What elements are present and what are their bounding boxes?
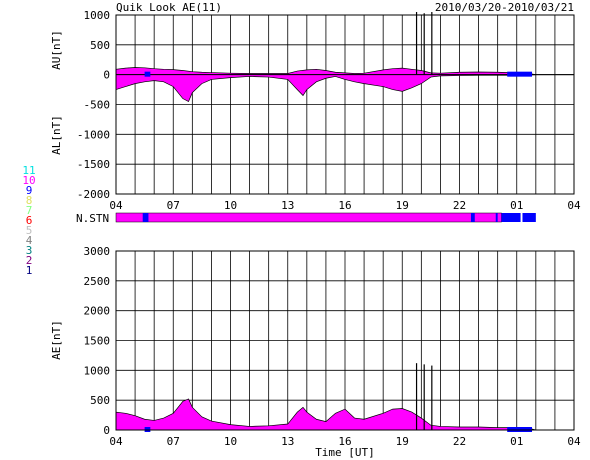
y-tick-label: -500: [84, 99, 111, 112]
x-tick-label: 01: [510, 199, 523, 212]
panel-frame: [115, 250, 575, 431]
y-tick-label: -1500: [77, 158, 110, 171]
station-legend-item: 6: [26, 214, 33, 227]
x-tick-label: 19: [396, 435, 409, 448]
y-tick-label: 2000: [84, 305, 111, 318]
x-tick-label: 13: [281, 435, 294, 448]
station-legend-item: 3: [26, 244, 33, 257]
x-tick-label: 01: [510, 435, 523, 448]
x-tick-label: 04: [567, 435, 581, 448]
blue-segment: [144, 71, 151, 77]
x-tick-label: 22: [453, 435, 466, 448]
x-tick-label: 04: [567, 199, 581, 212]
ae-axis-label: AE[nT]: [50, 320, 63, 360]
y-tick-label: 1000: [84, 9, 111, 22]
x-tick-label: 19: [396, 199, 409, 212]
x-tick-label: 13: [281, 199, 294, 212]
y-tick-label: 2500: [84, 275, 111, 288]
au-axis-label: AU[nT]: [50, 30, 63, 70]
x-tick-label: 10: [224, 435, 237, 448]
x-tick-label: 16: [338, 199, 351, 212]
x-tick-label: 07: [167, 199, 180, 212]
ae-series-area: [115, 398, 536, 431]
y-tick-label: 3000: [84, 245, 111, 258]
x-tick-label: 16: [338, 435, 351, 448]
y-tick-label: 500: [90, 39, 110, 52]
station-legend-item: 8: [26, 194, 33, 207]
stn-label: N.STN: [76, 212, 109, 225]
chart-title: Quik Look AE(11): [116, 1, 222, 14]
station-legend-item: 1: [26, 264, 33, 277]
y-tick-label: 0: [103, 424, 110, 437]
y-tick-label: -1000: [77, 128, 110, 141]
station-legend-item: 9: [26, 184, 33, 197]
date-range: 2010/03/20-2010/03/21: [435, 1, 574, 14]
stn-bar-blue: [495, 213, 498, 222]
station-legend-item: 4: [26, 234, 33, 247]
x-tick-label: 04: [109, 435, 123, 448]
station-legend-item: 10: [22, 174, 35, 187]
stn-bar-blue: [522, 213, 536, 222]
stn-bar-blue: [142, 213, 149, 222]
y-tick-label: -2000: [77, 188, 110, 201]
station-count-bar: [115, 212, 536, 223]
al-axis-label: AL[nT]: [50, 115, 63, 155]
stn-bar-blue: [501, 213, 521, 222]
station-legend-item: 2: [26, 254, 33, 267]
au-series-area: [115, 67, 536, 76]
x-axis-title: Time [UT]: [315, 446, 375, 459]
y-tick-label: 0: [103, 69, 110, 82]
y-tick-label: 500: [90, 394, 110, 407]
al-series-area: [115, 74, 536, 103]
stn-bar-blue: [470, 213, 475, 222]
y-tick-label: 1000: [84, 364, 111, 377]
station-legend-item: 11: [22, 164, 35, 177]
stn-bar-main: [115, 212, 502, 223]
y-tick-label: 1500: [84, 335, 111, 348]
station-legend-item: 7: [26, 204, 33, 217]
blue-segment: [507, 71, 533, 77]
x-tick-label: 07: [167, 435, 180, 448]
panel-frame: [115, 14, 575, 195]
station-legend-item: 5: [26, 224, 33, 237]
x-tick-label: 22: [453, 199, 466, 212]
x-tick-label: 10: [224, 199, 237, 212]
x-tick-label: 04: [109, 199, 123, 212]
